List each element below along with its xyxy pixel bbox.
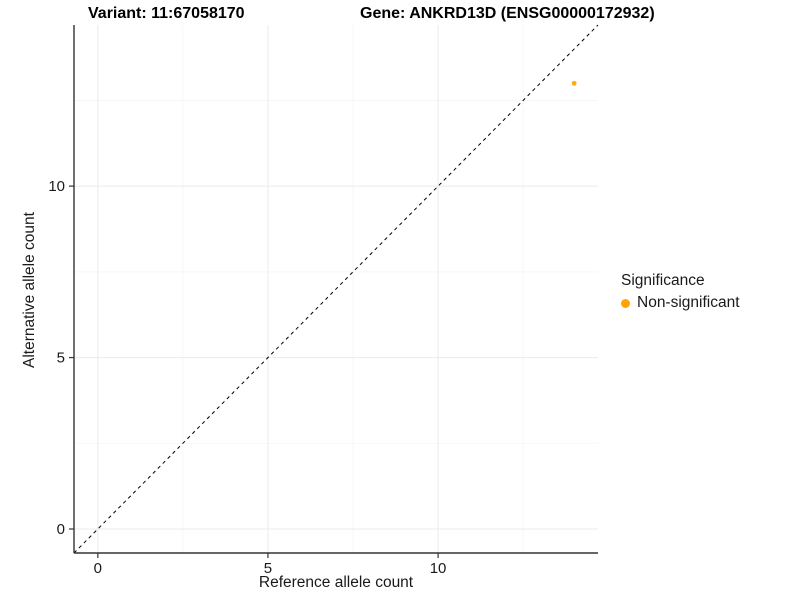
y-tick-label: 5 xyxy=(57,350,65,367)
identity-line xyxy=(73,24,599,554)
legend-item-non-significant: Non-significant xyxy=(621,294,740,312)
x-tick-label: 10 xyxy=(430,560,447,577)
y-tick-label: 10 xyxy=(48,178,65,195)
x-axis-title: Reference allele count xyxy=(258,574,414,591)
x-tick-label: 5 xyxy=(264,560,272,577)
variant-title: Variant: 11:67058170 xyxy=(88,5,245,22)
legend: Significance Non-significant xyxy=(621,272,740,312)
legend-point-icon xyxy=(621,298,630,308)
legend-title: Significance xyxy=(621,272,705,289)
legend-item-label: Non-significant xyxy=(637,294,740,311)
x-tick-label: 0 xyxy=(94,560,102,577)
y-axis-title: Alternative allele count xyxy=(21,212,38,368)
data-point xyxy=(571,80,577,86)
gene-title: Gene: ANKRD13D (ENSG00000172932) xyxy=(360,5,655,22)
y-tick-label: 0 xyxy=(57,521,65,538)
